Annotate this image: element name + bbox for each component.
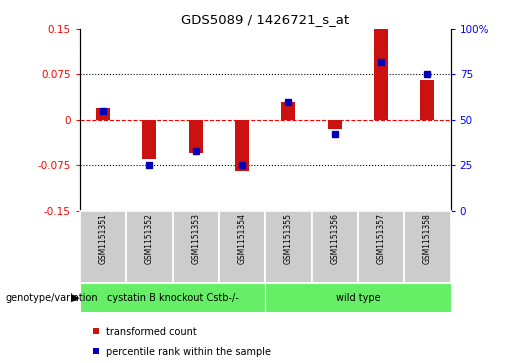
Text: transformed count: transformed count (106, 327, 196, 337)
Bar (312, 211, 358, 283)
Bar (358, 211, 404, 283)
Bar (96, 108, 110, 120)
Bar (281, 102, 296, 120)
Text: GSM1151352: GSM1151352 (145, 213, 154, 264)
Bar (219, 211, 265, 283)
Text: wild type: wild type (336, 293, 380, 303)
Bar (93, 348, 99, 354)
Text: GSM1151353: GSM1151353 (191, 213, 200, 264)
Text: GSM1151355: GSM1151355 (284, 213, 293, 264)
Text: GSM1151356: GSM1151356 (330, 213, 339, 264)
Text: genotype/variation: genotype/variation (5, 293, 98, 303)
Bar (80, 283, 265, 312)
Bar (374, 29, 388, 120)
Title: GDS5089 / 1426721_s_at: GDS5089 / 1426721_s_at (181, 13, 349, 26)
Bar (173, 211, 219, 283)
Text: ▶: ▶ (71, 293, 80, 303)
Bar (265, 283, 451, 312)
Bar (404, 211, 451, 283)
Bar (126, 211, 173, 283)
Text: GSM1151357: GSM1151357 (376, 213, 386, 264)
Bar (235, 120, 249, 171)
Text: cystatin B knockout Cstb-/-: cystatin B knockout Cstb-/- (107, 293, 238, 303)
Bar (420, 81, 434, 120)
Text: GSM1151358: GSM1151358 (423, 213, 432, 264)
Bar (93, 328, 99, 334)
Bar (80, 211, 126, 283)
Bar (328, 120, 342, 129)
Text: GSM1151354: GSM1151354 (237, 213, 247, 264)
Text: percentile rank within the sample: percentile rank within the sample (106, 347, 270, 357)
Bar (188, 120, 203, 153)
Bar (142, 120, 157, 159)
Bar (265, 211, 312, 283)
Text: GSM1151351: GSM1151351 (98, 213, 108, 264)
